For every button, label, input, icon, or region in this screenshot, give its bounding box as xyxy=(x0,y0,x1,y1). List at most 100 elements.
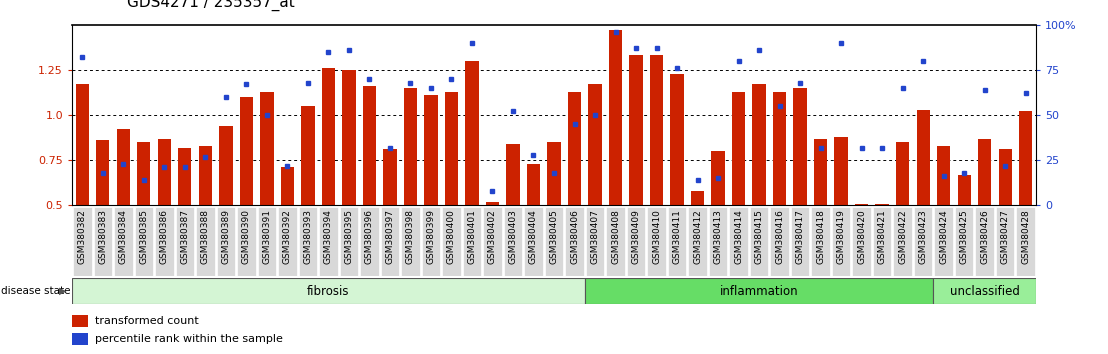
Text: GSM380414: GSM380414 xyxy=(735,209,743,264)
FancyBboxPatch shape xyxy=(873,207,891,276)
FancyBboxPatch shape xyxy=(504,207,522,276)
Text: GSM380424: GSM380424 xyxy=(940,209,948,264)
Bar xyxy=(978,138,992,205)
Text: GSM380406: GSM380406 xyxy=(570,209,579,264)
FancyBboxPatch shape xyxy=(93,207,112,276)
Text: GSM380418: GSM380418 xyxy=(817,209,825,264)
Bar xyxy=(506,144,520,205)
FancyBboxPatch shape xyxy=(811,207,830,276)
Text: GSM380408: GSM380408 xyxy=(611,209,620,264)
Text: GSM380394: GSM380394 xyxy=(324,209,332,264)
Bar xyxy=(896,142,910,205)
Text: GSM380427: GSM380427 xyxy=(1001,209,1009,264)
Bar xyxy=(219,126,233,205)
Text: GSM380412: GSM380412 xyxy=(694,209,702,264)
Text: GSM380403: GSM380403 xyxy=(509,209,517,264)
Bar xyxy=(814,138,828,205)
Bar xyxy=(629,56,643,205)
FancyBboxPatch shape xyxy=(688,207,707,276)
Bar xyxy=(752,84,766,205)
Bar xyxy=(609,30,623,205)
FancyBboxPatch shape xyxy=(832,207,850,276)
FancyBboxPatch shape xyxy=(627,207,645,276)
Text: GSM380423: GSM380423 xyxy=(919,209,927,264)
Text: unclassified: unclassified xyxy=(950,285,1019,298)
Bar xyxy=(444,92,458,205)
Text: GSM380413: GSM380413 xyxy=(714,209,722,264)
Text: GSM380404: GSM380404 xyxy=(529,209,538,264)
FancyBboxPatch shape xyxy=(750,207,768,276)
FancyBboxPatch shape xyxy=(72,278,585,304)
FancyBboxPatch shape xyxy=(585,278,933,304)
Bar xyxy=(137,142,151,205)
Text: GSM380393: GSM380393 xyxy=(304,209,312,264)
Bar xyxy=(72,315,88,327)
Text: GSM380384: GSM380384 xyxy=(119,209,127,264)
FancyBboxPatch shape xyxy=(155,207,174,276)
Text: GSM380398: GSM380398 xyxy=(406,209,414,264)
Text: GSM380396: GSM380396 xyxy=(365,209,373,264)
Text: GSM380397: GSM380397 xyxy=(386,209,394,264)
Bar xyxy=(1019,112,1033,205)
Text: transformed count: transformed count xyxy=(95,316,199,326)
Bar xyxy=(362,86,376,205)
FancyBboxPatch shape xyxy=(401,207,420,276)
Text: GSM380391: GSM380391 xyxy=(263,209,271,264)
Bar xyxy=(773,92,787,205)
Text: ▶: ▶ xyxy=(59,286,66,296)
Bar xyxy=(239,97,253,205)
Bar xyxy=(834,137,848,205)
Text: GSM380388: GSM380388 xyxy=(201,209,209,264)
FancyBboxPatch shape xyxy=(73,207,92,276)
Bar xyxy=(260,92,274,205)
Text: GSM380421: GSM380421 xyxy=(878,209,886,264)
FancyBboxPatch shape xyxy=(258,207,276,276)
FancyBboxPatch shape xyxy=(381,207,399,276)
FancyBboxPatch shape xyxy=(299,207,317,276)
FancyBboxPatch shape xyxy=(175,207,194,276)
FancyBboxPatch shape xyxy=(278,207,297,276)
Bar xyxy=(547,142,561,205)
FancyBboxPatch shape xyxy=(565,207,584,276)
FancyBboxPatch shape xyxy=(360,207,379,276)
Text: GSM380407: GSM380407 xyxy=(591,209,599,264)
Text: GSM380411: GSM380411 xyxy=(673,209,681,264)
Text: GSM380399: GSM380399 xyxy=(427,209,435,264)
Bar xyxy=(96,140,110,205)
Bar xyxy=(526,164,541,205)
Bar xyxy=(998,149,1012,205)
Text: GSM380385: GSM380385 xyxy=(140,209,148,264)
FancyBboxPatch shape xyxy=(586,207,604,276)
Bar xyxy=(116,130,130,205)
Bar xyxy=(75,84,89,205)
FancyBboxPatch shape xyxy=(442,207,461,276)
Bar xyxy=(567,92,582,205)
Text: GSM380420: GSM380420 xyxy=(858,209,866,264)
FancyBboxPatch shape xyxy=(955,207,974,276)
FancyBboxPatch shape xyxy=(237,207,256,276)
Bar xyxy=(670,74,684,205)
Text: GSM380419: GSM380419 xyxy=(837,209,845,264)
Bar xyxy=(916,110,930,205)
FancyBboxPatch shape xyxy=(934,207,953,276)
FancyBboxPatch shape xyxy=(319,207,338,276)
FancyBboxPatch shape xyxy=(216,207,235,276)
Bar xyxy=(957,175,971,205)
Text: GSM380401: GSM380401 xyxy=(468,209,476,264)
Text: GSM380417: GSM380417 xyxy=(796,209,804,264)
Bar xyxy=(383,149,397,205)
Bar xyxy=(342,70,356,205)
FancyBboxPatch shape xyxy=(933,278,1036,304)
FancyBboxPatch shape xyxy=(196,207,215,276)
FancyBboxPatch shape xyxy=(975,207,994,276)
FancyBboxPatch shape xyxy=(340,207,358,276)
Text: fibrosis: fibrosis xyxy=(307,285,350,298)
Text: GSM380422: GSM380422 xyxy=(899,209,907,264)
Bar xyxy=(793,88,807,205)
FancyBboxPatch shape xyxy=(996,207,1015,276)
Text: GSM380389: GSM380389 xyxy=(222,209,230,264)
FancyBboxPatch shape xyxy=(852,207,871,276)
Bar xyxy=(301,106,315,205)
Bar xyxy=(403,88,417,205)
Text: disease state: disease state xyxy=(1,286,71,296)
